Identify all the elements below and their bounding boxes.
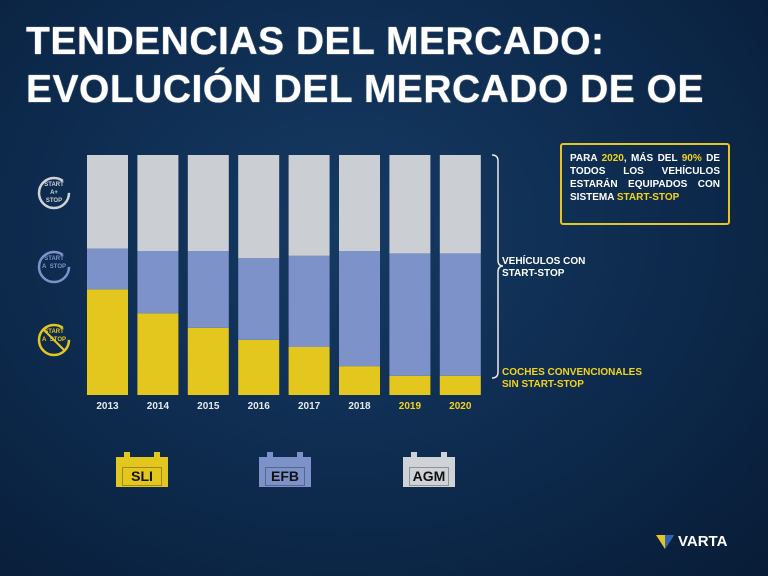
x-tick-label: 2020: [449, 401, 472, 412]
battery-sli: SLI: [116, 452, 168, 492]
bar-agm-2014: [137, 155, 179, 251]
battery-terminal: [441, 452, 447, 457]
brand-name: VARTA: [678, 533, 728, 550]
bar-efb-2017: [288, 255, 330, 347]
label-line: VEHÍCULOS CON: [502, 256, 586, 267]
callout-box: PARA 2020, MÁS DEL 90% DE TODOS LOS VEHÍ…: [560, 143, 730, 225]
bar-sli-2018: [339, 366, 380, 395]
callout-text: PARA: [570, 153, 602, 164]
start-stop-label: VEHÍCULOS CON START-STOP: [502, 256, 585, 280]
no-start-stop-icon: START A STOP: [36, 322, 72, 358]
agm-start-stop-icon: START A+ STOP: [36, 175, 72, 211]
varta-logo-icon: [656, 534, 674, 549]
bar-agm-2017: [288, 155, 330, 256]
battery-body: AGM: [403, 457, 455, 487]
battery-body: EFB: [259, 457, 311, 487]
bar-efb-2019: [389, 253, 431, 376]
bar-efb-2015: [187, 251, 229, 328]
battery-efb: EFB: [259, 452, 311, 492]
bar-sli-2013: [87, 289, 128, 395]
battery-label: AGM: [409, 467, 449, 486]
bar-agm-2018: [339, 155, 380, 251]
battery-label: SLI: [122, 467, 162, 486]
bar-sli-2014: [137, 313, 179, 395]
battery-body: SLI: [116, 457, 168, 487]
callout-year: 2020: [601, 153, 624, 164]
x-tick-label: 2016: [248, 401, 271, 412]
label-line: START-STOP: [502, 268, 565, 279]
brace: [491, 154, 504, 379]
bar-efb-2016: [238, 258, 280, 340]
battery-terminal: [154, 452, 160, 457]
bar-sli-2019: [389, 375, 431, 395]
icon-label: START A STOP: [41, 329, 66, 343]
bar-agm-2020: [439, 155, 481, 254]
bar-sli-2020: [439, 375, 481, 395]
bar-sli-2016: [238, 339, 280, 395]
battery-terminal: [267, 452, 273, 457]
x-tick-label: 2013: [96, 401, 119, 412]
x-tick-label: 2019: [399, 401, 422, 412]
battery-terminal: [297, 452, 303, 457]
bar-sli-2015: [187, 327, 229, 395]
icon-label: START A+ STOP: [44, 182, 64, 204]
label-line: COCHES CONVENCIONALES: [502, 367, 643, 378]
title-line-1: TENDENCIAS DEL MERCADO:: [26, 20, 605, 63]
varta-logo: VARTA: [656, 533, 727, 550]
battery-agm: AGM: [403, 452, 455, 492]
bar-agm-2015: [187, 155, 229, 251]
bar-efb-2014: [137, 251, 179, 314]
x-tick-label: 2015: [197, 401, 220, 412]
title-line-2: EVOLUCIÓN DEL MERCADO DE OE: [26, 68, 705, 111]
callout-percent: 90%: [681, 153, 702, 164]
icon-label: START A STOP: [41, 256, 66, 270]
bar-agm-2016: [238, 155, 280, 259]
callout-text: DE TODOS LOS VEHÍCULOS ESTARÁN EQUIPADOS…: [570, 153, 721, 203]
efb-start-stop-icon: START A STOP: [36, 249, 72, 285]
bar-agm-2019: [389, 155, 431, 254]
callout-text: , MÁS DEL: [623, 153, 682, 164]
battery-terminal: [411, 452, 417, 457]
callout-highlight: START-STOP: [616, 192, 680, 203]
bar-sli-2017: [288, 347, 330, 395]
x-tick-label: 2014: [147, 401, 170, 412]
bar-agm-2013: [87, 155, 128, 249]
conventional-label: COCHES CONVENCIONALES SIN START-STOP: [502, 367, 642, 391]
label-line: SIN START-STOP: [502, 379, 584, 390]
x-tick-label: 2017: [298, 401, 321, 412]
page-title: TENDENCIAS DEL MERCADO: EVOLUCIÓN DEL ME…: [26, 18, 704, 114]
x-tick-label: 2018: [348, 401, 371, 412]
bar-efb-2018: [339, 251, 380, 367]
bar-efb-2020: [439, 253, 481, 376]
bar-efb-2013: [87, 248, 128, 290]
battery-label: EFB: [265, 467, 305, 486]
battery-terminal: [124, 452, 130, 457]
